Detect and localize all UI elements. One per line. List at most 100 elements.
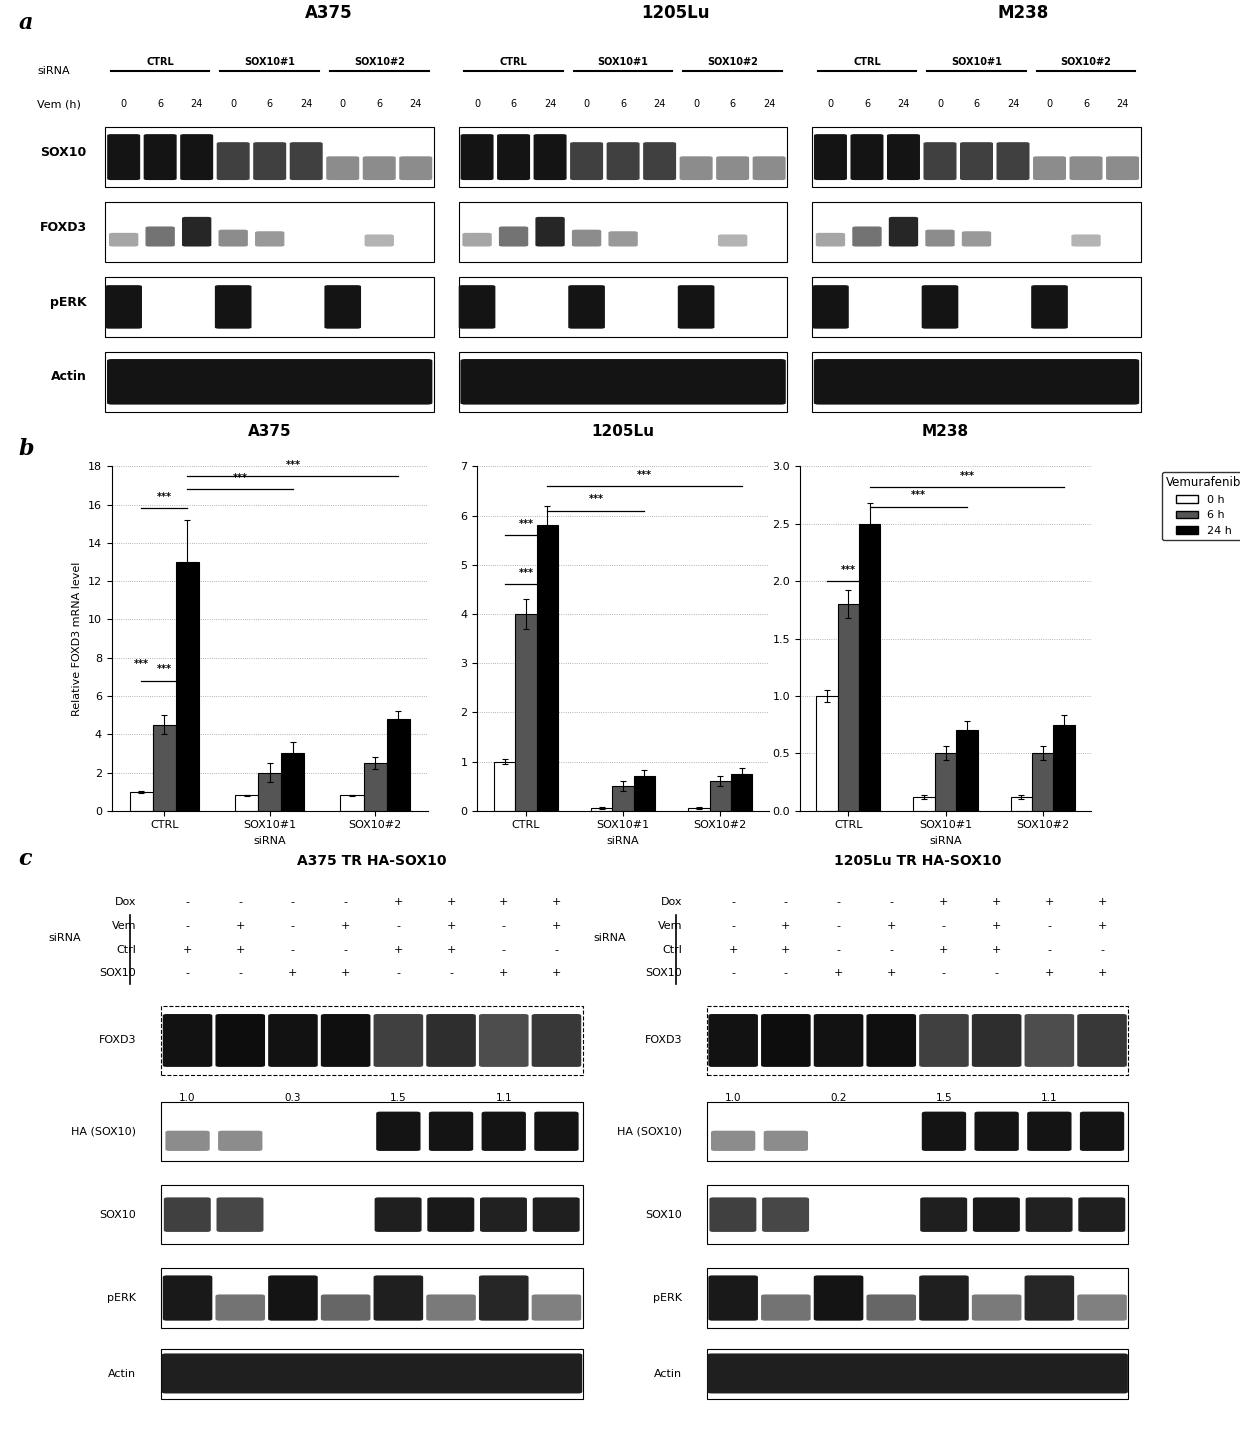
FancyBboxPatch shape (813, 1015, 863, 1066)
Text: -: - (343, 944, 347, 954)
Text: 24: 24 (653, 99, 666, 109)
Text: Actin: Actin (108, 1369, 136, 1379)
Text: -: - (942, 969, 946, 979)
FancyBboxPatch shape (268, 1276, 317, 1320)
Text: -: - (732, 897, 735, 907)
Text: SOX10: SOX10 (41, 146, 87, 159)
Text: Vem (h): Vem (h) (37, 99, 81, 109)
Text: 0: 0 (827, 99, 833, 109)
Text: -: - (784, 897, 787, 907)
Text: 6: 6 (729, 99, 735, 109)
FancyBboxPatch shape (164, 1197, 211, 1231)
Bar (161, 1102, 583, 1161)
Text: Dox: Dox (661, 897, 682, 907)
FancyBboxPatch shape (162, 1015, 212, 1066)
Text: ***: *** (233, 474, 248, 484)
FancyBboxPatch shape (568, 286, 605, 329)
Bar (812, 352, 1141, 412)
Text: +: + (781, 944, 791, 954)
Bar (494, 762, 516, 811)
FancyBboxPatch shape (867, 1294, 916, 1320)
Bar (161, 1185, 583, 1244)
Bar (730, 773, 753, 811)
Text: A375 TR HA-SOX10: A375 TR HA-SOX10 (298, 854, 446, 868)
FancyBboxPatch shape (459, 286, 496, 329)
Text: +: + (446, 944, 456, 954)
Bar (459, 202, 787, 263)
X-axis label: siRNA: siRNA (929, 837, 962, 847)
FancyBboxPatch shape (1071, 234, 1101, 247)
Bar (688, 808, 709, 811)
FancyBboxPatch shape (533, 1197, 579, 1231)
FancyBboxPatch shape (973, 1197, 1019, 1231)
Text: 0: 0 (474, 99, 480, 109)
Bar (709, 781, 730, 811)
Text: 1205Lu: 1205Lu (641, 4, 711, 22)
FancyBboxPatch shape (606, 142, 640, 179)
Bar (281, 753, 305, 811)
FancyBboxPatch shape (813, 359, 1140, 405)
Text: +: + (498, 897, 508, 907)
FancyBboxPatch shape (1078, 1015, 1127, 1066)
FancyBboxPatch shape (852, 227, 882, 247)
Text: SOX10#2: SOX10#2 (353, 56, 404, 66)
Text: -: - (397, 969, 401, 979)
FancyBboxPatch shape (460, 133, 494, 179)
Text: -: - (343, 897, 347, 907)
Text: -: - (238, 897, 242, 907)
Bar (935, 753, 956, 811)
Text: 24: 24 (300, 99, 312, 109)
Bar (812, 202, 1141, 263)
Text: 6: 6 (620, 99, 626, 109)
Text: 24: 24 (1007, 99, 1019, 109)
FancyBboxPatch shape (218, 1131, 263, 1151)
FancyBboxPatch shape (708, 1276, 758, 1320)
Text: ***: *** (589, 495, 604, 505)
Text: +: + (341, 969, 351, 979)
FancyBboxPatch shape (182, 217, 211, 247)
Bar (340, 795, 363, 811)
Text: -: - (837, 921, 841, 931)
Text: +: + (288, 969, 298, 979)
FancyBboxPatch shape (680, 156, 713, 179)
FancyBboxPatch shape (678, 286, 714, 329)
Text: +: + (992, 897, 1002, 907)
Text: ***: *** (518, 519, 533, 530)
Text: +: + (1097, 921, 1107, 931)
FancyBboxPatch shape (867, 1015, 916, 1066)
Bar (956, 730, 977, 811)
FancyBboxPatch shape (764, 1131, 808, 1151)
Bar (459, 277, 787, 337)
X-axis label: siRNA: siRNA (253, 837, 286, 847)
Text: Actin: Actin (653, 1369, 682, 1379)
Title: 1205Lu: 1205Lu (591, 423, 655, 439)
FancyBboxPatch shape (429, 1112, 474, 1151)
Title: M238: M238 (921, 423, 970, 439)
FancyBboxPatch shape (480, 1197, 527, 1231)
Text: 6: 6 (511, 99, 517, 109)
FancyBboxPatch shape (921, 286, 959, 329)
Text: +: + (939, 897, 949, 907)
FancyBboxPatch shape (321, 1015, 371, 1066)
Bar (816, 696, 838, 811)
Text: ***: *** (960, 471, 975, 481)
Text: Dox: Dox (115, 897, 136, 907)
Text: -: - (942, 921, 946, 931)
Text: 0: 0 (120, 99, 126, 109)
Text: pERK: pERK (653, 1293, 682, 1303)
Text: 24: 24 (898, 99, 910, 109)
Text: -: - (837, 897, 841, 907)
FancyBboxPatch shape (218, 230, 248, 247)
Bar (387, 719, 410, 811)
FancyBboxPatch shape (373, 1015, 423, 1066)
Text: pERK: pERK (50, 296, 87, 309)
FancyBboxPatch shape (1027, 1112, 1071, 1151)
FancyBboxPatch shape (109, 232, 139, 247)
Text: +: + (341, 921, 351, 931)
FancyBboxPatch shape (145, 227, 175, 247)
Text: SOX10#1: SOX10#1 (598, 56, 649, 66)
Text: +: + (446, 897, 456, 907)
Text: ***: *** (156, 664, 172, 674)
Text: -: - (889, 897, 893, 907)
Text: +: + (446, 921, 456, 931)
